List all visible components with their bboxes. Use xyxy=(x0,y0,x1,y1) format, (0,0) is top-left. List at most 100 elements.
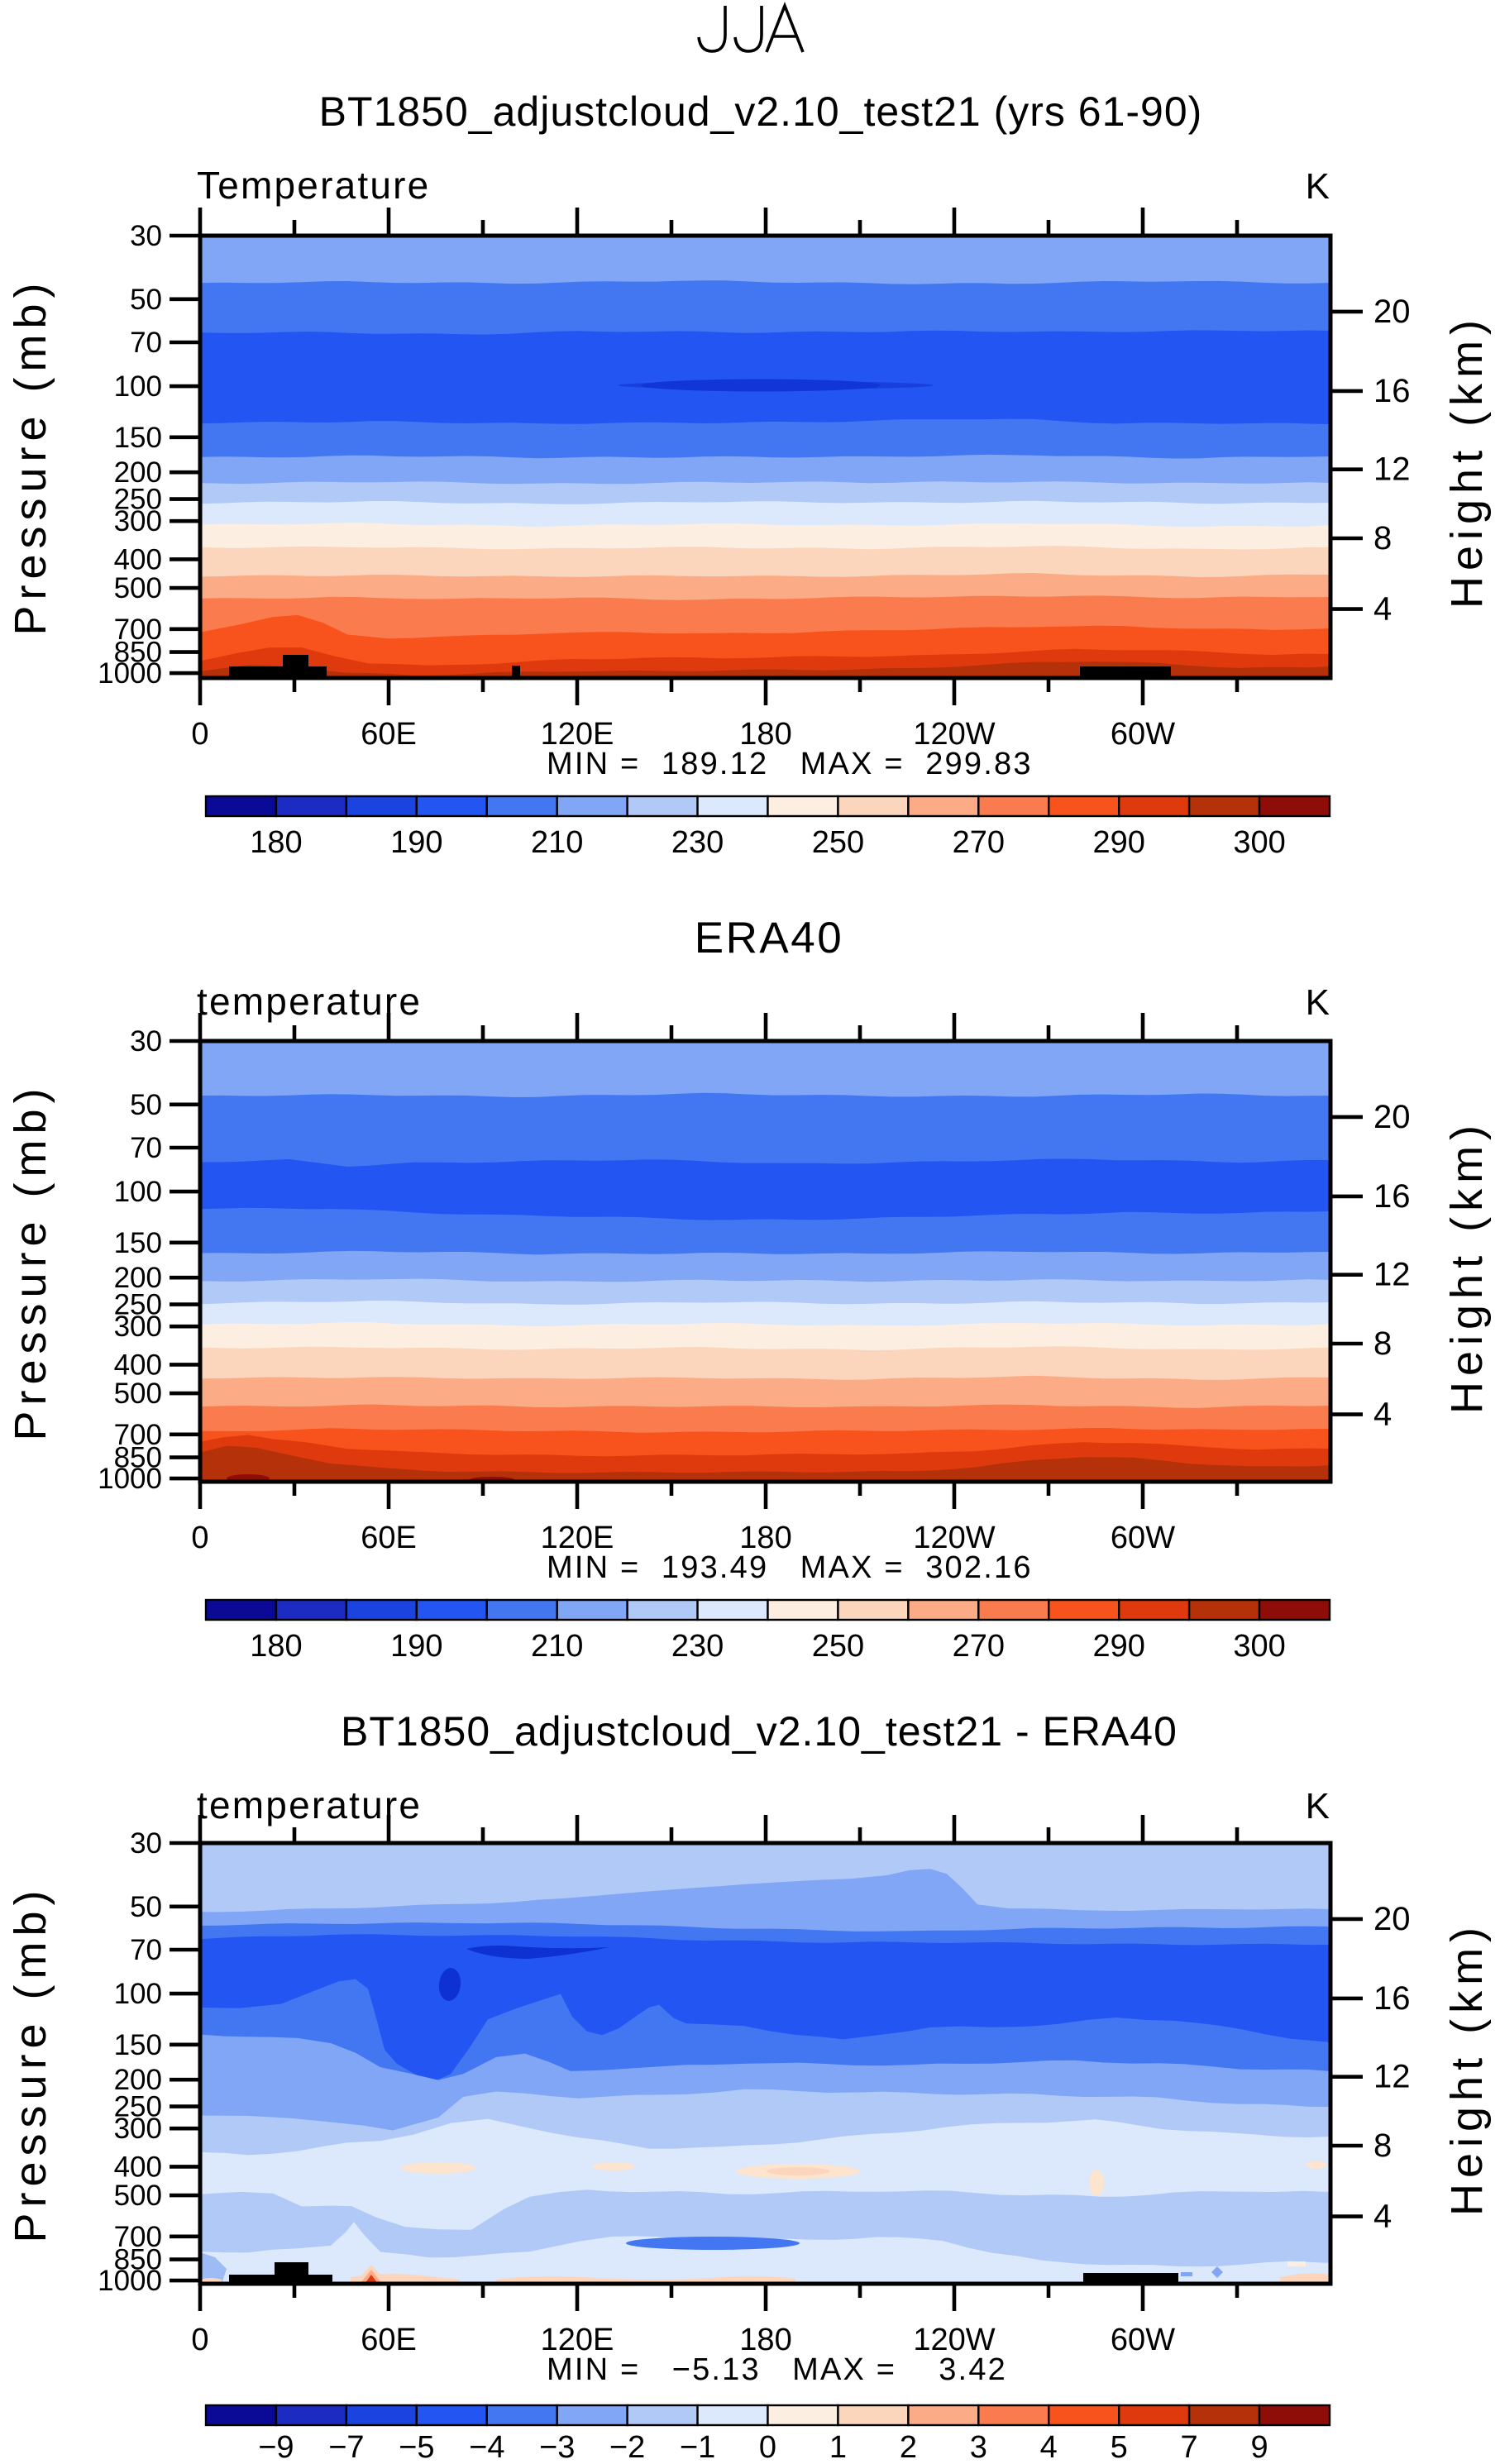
svg-text:200: 200 xyxy=(114,2064,162,2096)
svg-text:BT1850_adjustcloud_v2.10_test2: BT1850_adjustcloud_v2.10_test21 (yrs 61-… xyxy=(319,88,1203,135)
svg-text:850: 850 xyxy=(114,637,162,669)
svg-text:300: 300 xyxy=(1233,825,1285,860)
svg-text:700: 700 xyxy=(114,1419,162,1451)
svg-text:180: 180 xyxy=(250,825,302,860)
svg-text:60W: 60W xyxy=(1111,1521,1175,1555)
svg-text:0: 0 xyxy=(191,2323,208,2357)
svg-text:Height (km): Height (km) xyxy=(1442,314,1492,609)
svg-text:30: 30 xyxy=(130,1827,162,1860)
svg-text:Height (km): Height (km) xyxy=(1442,1120,1492,1414)
svg-text:200: 200 xyxy=(114,1262,162,1294)
svg-text:1: 1 xyxy=(829,2430,847,2460)
svg-text:230: 230 xyxy=(671,1629,724,1664)
svg-text:4: 4 xyxy=(1373,1397,1392,1433)
svg-text:60W: 60W xyxy=(1111,717,1175,752)
svg-text:250: 250 xyxy=(812,825,864,860)
svg-text:180: 180 xyxy=(739,2323,791,2357)
svg-text:16: 16 xyxy=(1373,1178,1411,1215)
svg-text:270: 270 xyxy=(953,1629,1005,1664)
svg-text:300: 300 xyxy=(114,1311,162,1343)
svg-text:500: 500 xyxy=(114,2180,162,2212)
svg-text:−9: −9 xyxy=(258,2430,294,2460)
svg-text:16: 16 xyxy=(1373,373,1411,409)
svg-text:70: 70 xyxy=(130,1132,162,1164)
svg-text:K: K xyxy=(1306,1786,1330,1827)
svg-text:70: 70 xyxy=(130,1934,162,1966)
svg-text:−1: −1 xyxy=(680,2430,715,2460)
svg-text:60W: 60W xyxy=(1111,2323,1175,2357)
svg-text:9: 9 xyxy=(1251,2430,1268,2460)
svg-text:60E: 60E xyxy=(361,717,417,752)
svg-text:100: 100 xyxy=(114,1176,162,1208)
svg-text:70: 70 xyxy=(130,327,162,359)
svg-text:MIN = 189.12 MAX = 299.83: MIN = 189.12 MAX = 299.83 xyxy=(547,747,1033,781)
svg-text:−4: −4 xyxy=(469,2430,504,2460)
svg-text:12: 12 xyxy=(1373,2059,1411,2095)
svg-text:1000: 1000 xyxy=(98,1463,162,1495)
svg-text:700: 700 xyxy=(114,614,162,646)
svg-text:8: 8 xyxy=(1373,1325,1392,1362)
svg-text:MIN = 193.49 MAX = 302.16: MIN = 193.49 MAX = 302.16 xyxy=(547,1550,1033,1585)
svg-text:120W: 120W xyxy=(913,2323,995,2357)
svg-text:5: 5 xyxy=(1111,2430,1128,2460)
svg-text:100: 100 xyxy=(114,1978,162,2010)
svg-text:400: 400 xyxy=(114,1349,162,1381)
svg-text:180: 180 xyxy=(739,717,791,752)
svg-text:400: 400 xyxy=(114,543,162,575)
svg-text:500: 500 xyxy=(114,572,162,604)
svg-text:30: 30 xyxy=(130,1025,162,1058)
svg-text:7: 7 xyxy=(1181,2430,1198,2460)
svg-text:290: 290 xyxy=(1092,1629,1144,1664)
svg-text:850: 850 xyxy=(114,1442,162,1474)
svg-text:50: 50 xyxy=(130,1891,162,1923)
svg-text:Pressure (mb): Pressure (mb) xyxy=(6,277,55,635)
svg-text:850: 850 xyxy=(114,2244,162,2276)
svg-text:180: 180 xyxy=(250,1629,302,1664)
svg-text:4: 4 xyxy=(1373,591,1392,628)
svg-text:700: 700 xyxy=(114,2221,162,2253)
svg-text:60E: 60E xyxy=(361,2323,417,2357)
svg-text:210: 210 xyxy=(531,1629,583,1664)
svg-text:BT1850_adjustcloud_v2.10_test2: BT1850_adjustcloud_v2.10_test21 - ERA40 xyxy=(341,1708,1178,1755)
svg-text:500: 500 xyxy=(114,1378,162,1410)
svg-text:50: 50 xyxy=(130,1089,162,1121)
svg-text:0: 0 xyxy=(759,2430,776,2460)
svg-text:1000: 1000 xyxy=(98,657,162,690)
svg-text:−5: −5 xyxy=(399,2430,434,2460)
svg-text:0: 0 xyxy=(191,717,208,752)
svg-text:210: 210 xyxy=(531,825,583,860)
svg-text:2: 2 xyxy=(900,2430,917,2460)
svg-text:270: 270 xyxy=(953,825,1005,860)
svg-text:120E: 120E xyxy=(541,717,614,752)
svg-text:150: 150 xyxy=(114,422,162,454)
svg-text:120E: 120E xyxy=(541,1521,614,1555)
svg-text:K: K xyxy=(1306,166,1330,207)
svg-text:16: 16 xyxy=(1373,1980,1411,2017)
svg-text:400: 400 xyxy=(114,2151,162,2183)
svg-text:ERA40: ERA40 xyxy=(695,914,843,962)
svg-text:12: 12 xyxy=(1373,451,1411,488)
svg-text:50: 50 xyxy=(130,284,162,316)
svg-text:250: 250 xyxy=(114,484,162,516)
svg-text:12: 12 xyxy=(1373,1257,1411,1293)
svg-text:20: 20 xyxy=(1373,1901,1411,1937)
svg-text:290: 290 xyxy=(1092,825,1144,860)
svg-text:8: 8 xyxy=(1373,2127,1392,2164)
svg-text:230: 230 xyxy=(671,825,724,860)
svg-text:300: 300 xyxy=(114,505,162,537)
svg-text:MIN = −5.13 MAX = 3.42: MIN = −5.13 MAX = 3.42 xyxy=(547,2352,1007,2387)
svg-text:−7: −7 xyxy=(328,2430,364,2460)
svg-text:250: 250 xyxy=(812,1629,864,1664)
svg-text:4: 4 xyxy=(1373,2199,1392,2235)
svg-text:190: 190 xyxy=(390,1629,442,1664)
svg-text:−3: −3 xyxy=(539,2430,575,2460)
svg-text:4: 4 xyxy=(1040,2430,1058,2460)
svg-text:temperature: temperature xyxy=(197,980,422,1023)
svg-text:200: 200 xyxy=(114,456,162,489)
svg-text:1000: 1000 xyxy=(98,2265,162,2297)
svg-text:180: 180 xyxy=(739,1521,791,1555)
svg-text:300: 300 xyxy=(1233,1629,1285,1664)
svg-text:60E: 60E xyxy=(361,1521,417,1555)
svg-text:120W: 120W xyxy=(913,717,995,752)
svg-text:8: 8 xyxy=(1373,520,1392,556)
